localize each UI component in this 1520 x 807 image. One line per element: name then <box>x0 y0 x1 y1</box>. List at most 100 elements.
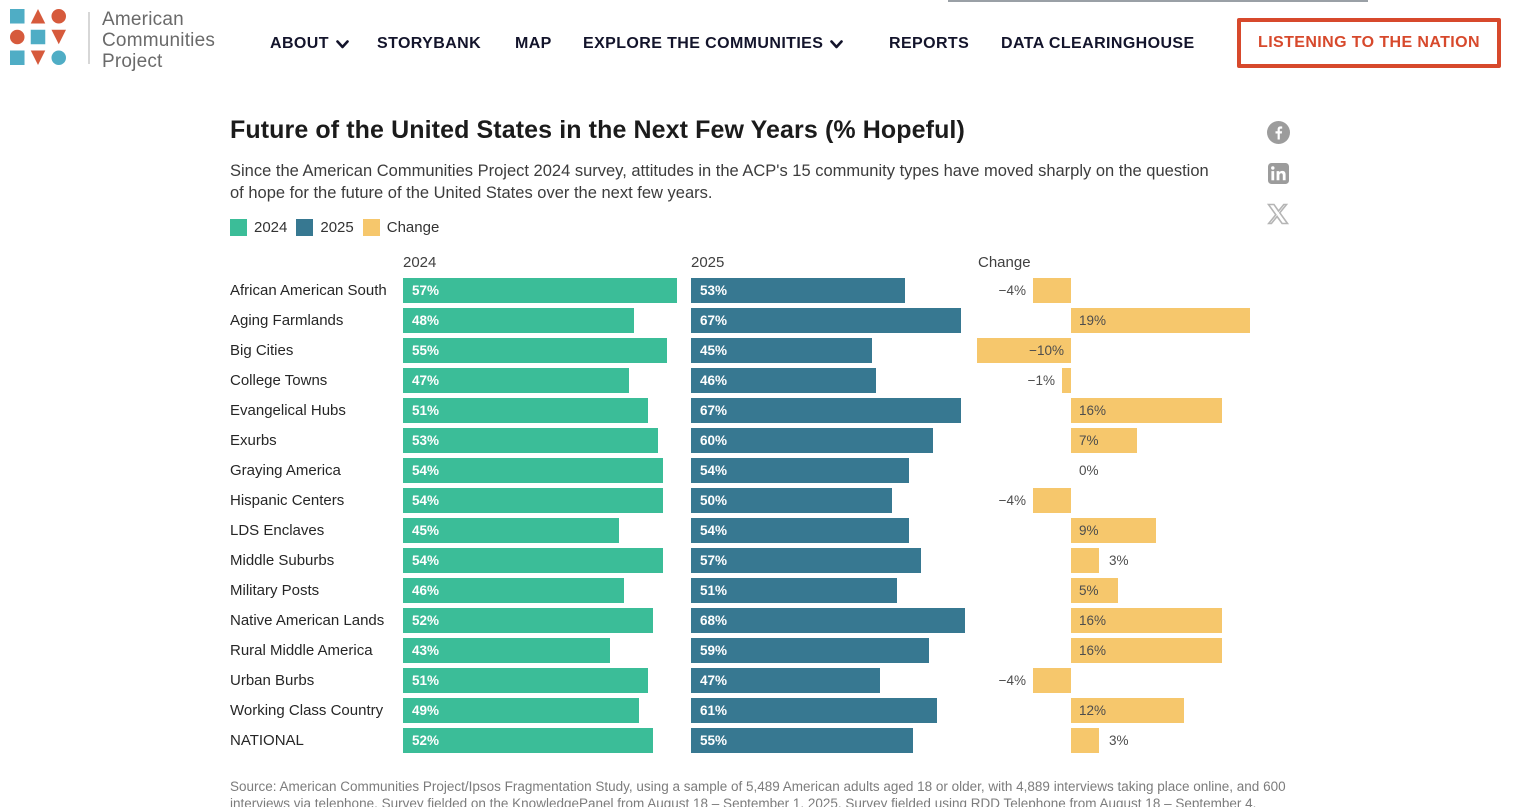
bar-2025 <box>691 638 929 663</box>
bar-2025 <box>691 368 876 393</box>
bar-2024-value: 57% <box>412 283 440 298</box>
row-label: NATIONAL <box>230 732 304 749</box>
bar-change <box>1071 638 1222 663</box>
nav-item-data-clearinghouse[interactable]: DATA CLEARINGHOUSE <box>1001 0 1195 88</box>
bar-change-value: 19% <box>1079 313 1107 328</box>
row-label: Rural Middle America <box>230 642 373 659</box>
bar-2024-value: 47% <box>412 373 440 388</box>
chart-subtitle: Since the American Communities Project 2… <box>230 162 1209 202</box>
bar-change <box>1071 608 1222 633</box>
nav-item-storybank[interactable]: STORYBANK <box>377 0 481 88</box>
row-label: Military Posts <box>230 582 320 599</box>
bar-2025-value: 60% <box>700 433 728 448</box>
bar-change-value: 3% <box>1109 733 1129 748</box>
x-twitter-icon[interactable] <box>1266 202 1290 226</box>
bar-2024-value: 52% <box>412 733 440 748</box>
bar-2025-value: 61% <box>700 703 728 718</box>
row-label: Hispanic Centers <box>230 492 345 509</box>
acp-logo-icon[interactable] <box>10 8 66 66</box>
table-row: Urban Burbs 51% 47% −4% <box>230 666 1290 696</box>
bar-change-value: 9% <box>1079 523 1099 538</box>
social-share-bar <box>1266 120 1290 226</box>
bar-change-value: −4% <box>998 283 1026 298</box>
chart-rows: African American South 57% 53% −4% Aging Far… <box>230 276 1290 756</box>
bar-2025 <box>691 488 892 513</box>
bar-change <box>1033 668 1071 693</box>
nav-item-about[interactable]: ABOUT <box>270 0 349 88</box>
bar-2024-value: 55% <box>412 343 440 358</box>
nav-item-reports[interactable]: REPORTS <box>889 0 969 88</box>
brand-line-1: American <box>102 9 184 30</box>
bar-change <box>1071 578 1118 603</box>
table-row: Evangelical Hubs 51% 67% 16% <box>230 396 1290 426</box>
table-row: Aging Farmlands 48% 67% 19% <box>230 306 1290 336</box>
row-label: Exurbs <box>230 432 277 449</box>
legend-swatch-2025 <box>296 219 314 236</box>
brand-name[interactable]: American Communities Project <box>102 9 215 72</box>
bar-2025 <box>691 518 909 543</box>
bar-change-value: 5% <box>1079 583 1099 598</box>
nav-item-label: DATA CLEARINGHOUSE <box>1001 35 1195 52</box>
bar-change-value: −4% <box>998 673 1026 688</box>
source-note: Source: American Communities Project/Ips… <box>230 779 1286 807</box>
table-row: Exurbs 53% 60% 7% <box>230 426 1290 456</box>
table-row: Big Cities 55% 45% −10% <box>230 336 1290 366</box>
column-headers: 2024 2025 Change <box>230 254 1290 274</box>
bar-change <box>1033 488 1071 513</box>
bar-2025 <box>691 608 965 633</box>
nav-item-map[interactable]: MAP <box>515 0 552 88</box>
bar-2025-value: 67% <box>700 313 728 328</box>
bar-2024-value: 48% <box>412 313 440 328</box>
bar-2024-value: 53% <box>412 433 440 448</box>
row-label: LDS Enclaves <box>230 522 325 539</box>
nav-item-label: ABOUT <box>270 35 329 52</box>
bar-change-value: 7% <box>1079 433 1099 448</box>
bar-2024 <box>403 338 667 363</box>
bar-2024 <box>403 608 653 633</box>
bar-change <box>1071 548 1099 573</box>
column-header-2025: 2025 <box>691 254 725 271</box>
table-row: LDS Enclaves 45% 54% 9% <box>230 516 1290 546</box>
legend-label-2024: 2024 <box>254 219 288 236</box>
bar-2024 <box>403 488 663 513</box>
bar-2024 <box>403 278 677 303</box>
bar-2025-value: 55% <box>700 733 728 748</box>
bar-2024-value: 45% <box>412 523 440 538</box>
row-label: Graying America <box>230 462 341 479</box>
table-row: Military Posts 46% 51% 5% <box>230 576 1290 606</box>
bar-change <box>1071 728 1099 753</box>
bar-change <box>1071 398 1222 423</box>
bar-2025 <box>691 428 933 453</box>
listening-to-the-nation-button[interactable]: LISTENING TO THE NATION <box>1237 18 1501 68</box>
column-header-2024: 2024 <box>403 254 437 271</box>
bar-change <box>1071 308 1250 333</box>
row-label: Evangelical Hubs <box>230 402 346 419</box>
legend-label-change: Change <box>386 219 440 236</box>
bar-2025-value: 46% <box>700 373 728 388</box>
chevron-down-icon <box>830 39 844 48</box>
nav-item-explore-the-communities[interactable]: EXPLORE THE COMMUNITIES <box>583 0 844 88</box>
bar-2025 <box>691 308 961 333</box>
facebook-icon[interactable] <box>1266 120 1290 144</box>
bar-2025 <box>691 728 913 753</box>
bar-2024 <box>403 308 634 333</box>
bar-2024 <box>403 458 663 483</box>
nav-item-label: MAP <box>515 35 552 52</box>
bar-2025 <box>691 668 880 693</box>
bar-2025-value: 51% <box>700 583 728 598</box>
bar-2024-value: 54% <box>412 553 440 568</box>
row-label: African American South <box>230 282 387 299</box>
bar-change-value: 3% <box>1109 553 1129 568</box>
bar-change-value: 16% <box>1079 403 1107 418</box>
bar-2025-value: 67% <box>700 403 728 418</box>
linkedin-icon[interactable] <box>1266 161 1290 185</box>
bar-2024 <box>403 668 648 693</box>
bar-2025-value: 53% <box>700 283 728 298</box>
table-row: Working Class Country 49% 61% 12% <box>230 696 1290 726</box>
bar-change-value: −1% <box>1027 373 1055 388</box>
bar-2024 <box>403 548 663 573</box>
bar-change-value: 0% <box>1079 463 1099 478</box>
bar-change <box>1071 698 1184 723</box>
bar-change-value: 12% <box>1079 703 1107 718</box>
